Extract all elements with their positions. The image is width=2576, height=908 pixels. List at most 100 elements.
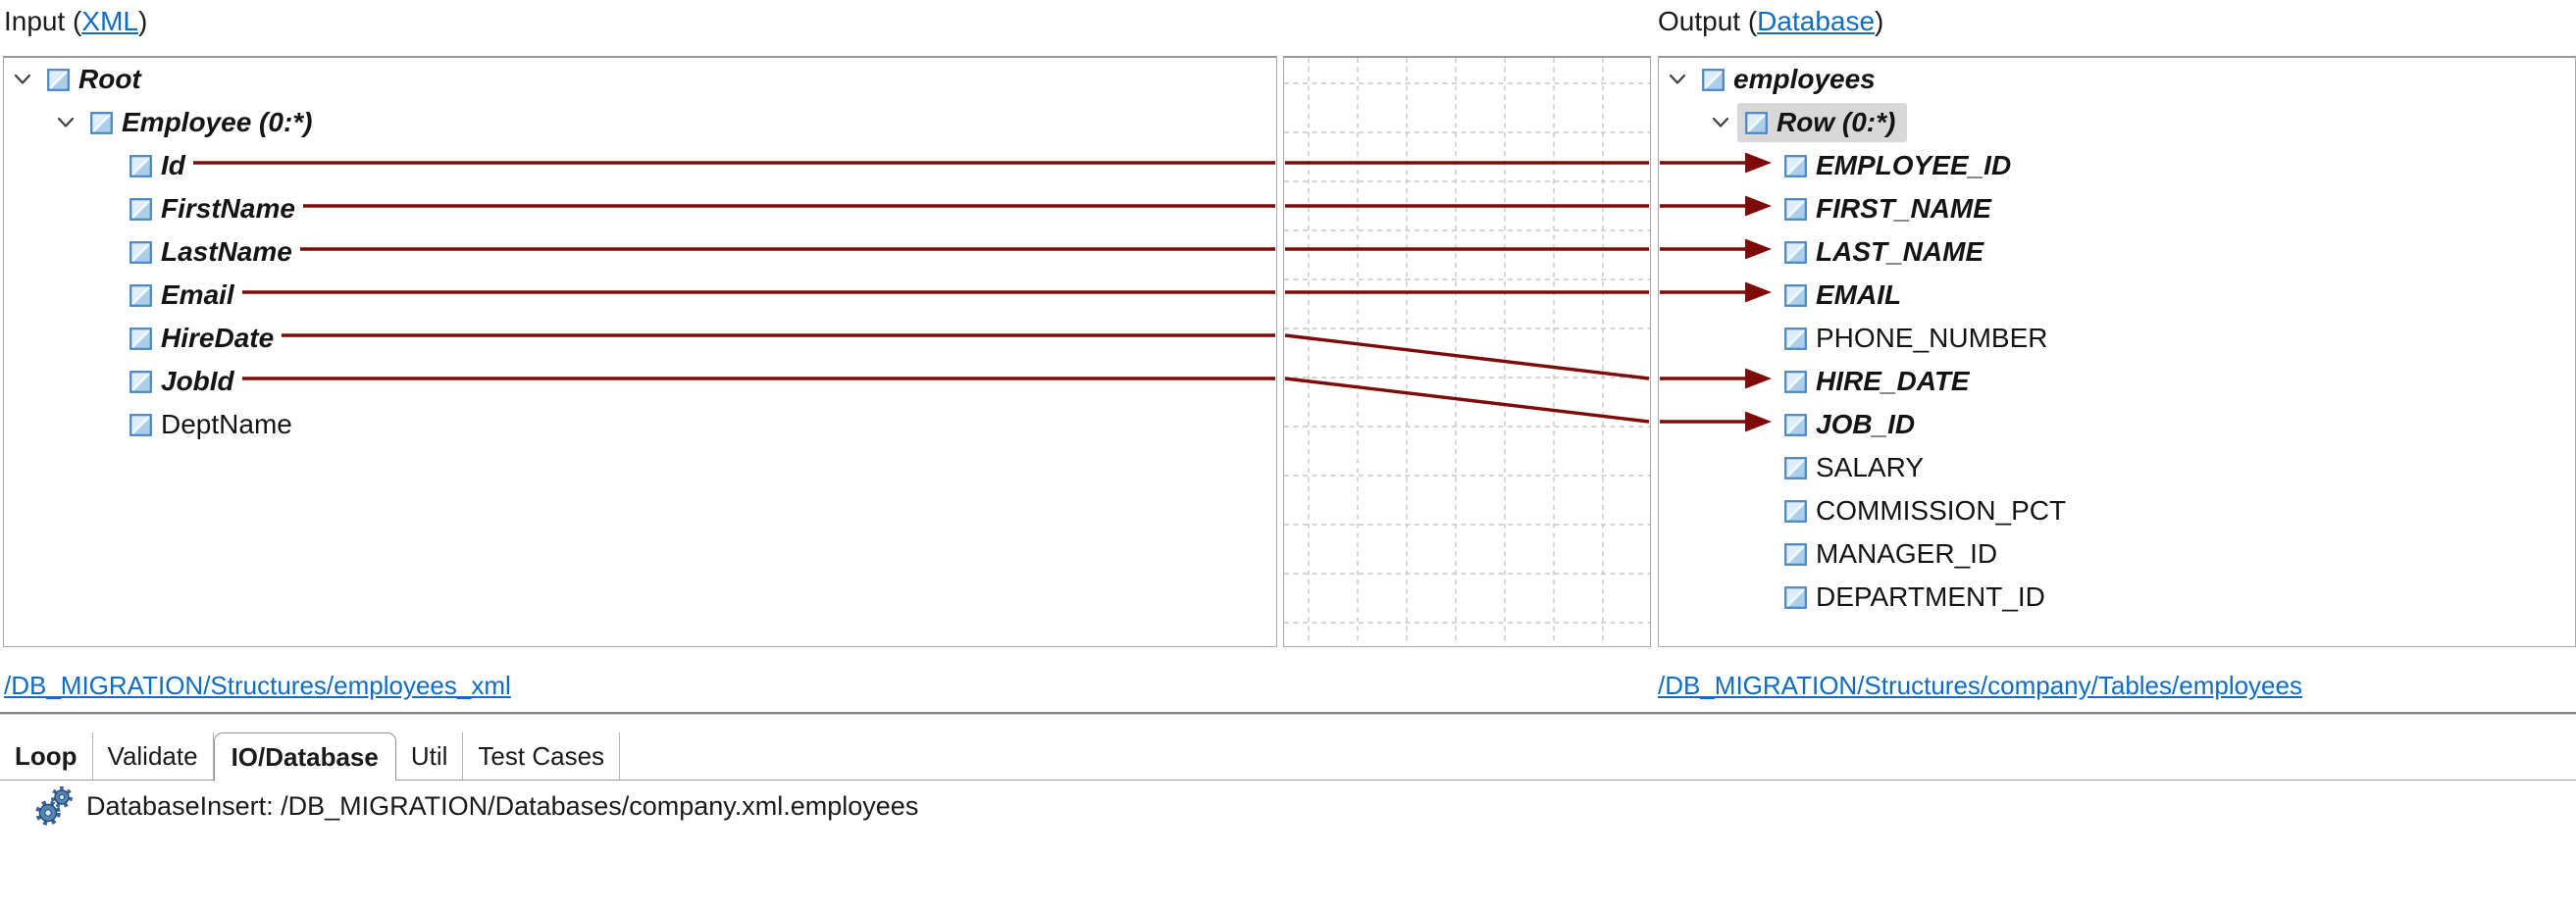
tree-node-content: DeptName [122, 405, 304, 444]
tree-node-label: JobId [161, 366, 234, 396]
tree-node-label: COMMISSION_PCT [1816, 495, 2067, 526]
tree-node-label: Row (0:*) [1777, 107, 1896, 137]
operation-text: DatabaseInsert: /DB_MIGRATION/Databases/… [86, 790, 919, 821]
tab-util[interactable]: Util [395, 732, 464, 780]
tree-node[interactable]: SALARY [1659, 446, 2575, 489]
tree-node[interactable]: Employee (0:*) [4, 101, 1276, 144]
chevron-down-icon[interactable] [1669, 74, 1686, 85]
db-field-icon [1784, 283, 1807, 307]
mapping-grid-panel [1283, 56, 1651, 647]
tree-node[interactable]: PHONE_NUMBER [1659, 317, 2575, 360]
tree-node[interactable]: EMPLOYEE_ID [1659, 144, 2575, 187]
tree-node[interactable]: LAST_NAME [1659, 230, 2575, 274]
tree-node-label: Root [78, 64, 141, 94]
tree-node-content: SALARY [1777, 448, 1935, 487]
tree-node-content: DEPARTMENT_ID [1777, 578, 2057, 617]
xml-node-icon [129, 370, 152, 393]
tab-io-database[interactable]: IO/Database [213, 732, 396, 781]
input-structure-link[interactable]: /DB_MIGRATION/Structures/employees_xml [4, 671, 511, 700]
tab-validate[interactable]: Validate [92, 732, 214, 780]
output-header: Output (Database) [1658, 6, 1883, 37]
xml-node-icon [129, 240, 152, 264]
tree-node[interactable]: Email [4, 274, 1276, 317]
tab-loop[interactable]: Loop [0, 732, 93, 780]
tree-node-label: HireDate [161, 323, 275, 353]
tree-node[interactable]: MANAGER_ID [1659, 532, 2575, 576]
tree-node-content: FIRST_NAME [1777, 189, 2003, 228]
tree-node[interactable]: LastName [4, 230, 1276, 274]
tree-node-content: HireDate [122, 319, 285, 358]
tree-node-content: COMMISSION_PCT [1777, 491, 2078, 530]
chevron-down-icon[interactable] [14, 74, 31, 85]
tree-node-label: DeptName [161, 409, 292, 439]
xml-node-icon [90, 111, 113, 134]
tree-node[interactable]: DEPARTMENT_ID [1659, 576, 2575, 619]
tree-node[interactable]: COMMISSION_PCT [1659, 489, 2575, 532]
tree-node-label: SALARY [1816, 452, 1924, 482]
tree-node[interactable]: employees [1659, 58, 2575, 101]
db-field-icon [1784, 413, 1807, 436]
gears-icon [35, 785, 77, 827]
tree-node[interactable]: HIRE_DATE [1659, 360, 2575, 403]
mapping-grid [1284, 58, 1650, 645]
output-structure-link[interactable]: /DB_MIGRATION/Structures/company/Tables/… [1658, 671, 2302, 700]
tree-node-content: JobId [122, 362, 246, 401]
input-tree-panel: Root Employee (0:*) Id FirstName LastName Ema… [3, 56, 1277, 647]
tree-node-content: PHONE_NUMBER [1777, 319, 2059, 358]
chevron-down-icon[interactable] [1712, 117, 1729, 128]
tree-node-content: EMPLOYEE_ID [1777, 146, 2023, 185]
tree-node[interactable]: DeptName [4, 403, 1276, 446]
output-tree-panel: employees Row (0:*) EMPLOYEE_ID FIRST_NAME L… [1658, 56, 2576, 647]
db-field-icon [1702, 68, 1725, 91]
input-header-suffix: ) [137, 6, 148, 36]
db-field-icon [1784, 456, 1807, 479]
tree-node[interactable]: JOB_ID [1659, 403, 2575, 446]
output-header-suffix: ) [1875, 6, 1884, 36]
tree-node-label: EMPLOYEE_ID [1816, 150, 2012, 180]
db-field-icon [1784, 542, 1807, 566]
operation-row[interactable]: DatabaseInsert: /DB_MIGRATION/Databases/… [35, 784, 918, 828]
tree-node[interactable]: Id [4, 144, 1276, 187]
xml-node-icon [47, 68, 70, 91]
tree-node[interactable]: FirstName [4, 187, 1276, 230]
tree-node-content: FirstName [122, 189, 307, 228]
tree-node-label: Employee (0:*) [122, 107, 313, 137]
tree-node-content: Email [122, 276, 246, 315]
tree-node-label: PHONE_NUMBER [1816, 323, 2048, 353]
tree-node-label: LAST_NAME [1816, 236, 1984, 267]
splitter[interactable] [0, 712, 2576, 715]
tree-node-content: EMAIL [1777, 276, 1913, 315]
input-header: Input (XML) [4, 6, 147, 37]
xml-node-icon [129, 197, 152, 221]
tree-node-content: LAST_NAME [1777, 232, 1995, 272]
db-field-icon [1784, 327, 1807, 350]
db-field-icon [1784, 240, 1807, 264]
tab-test-cases[interactable]: Test Cases [463, 732, 621, 780]
tree-node-label: FIRST_NAME [1816, 193, 1991, 224]
tree-node-content: Employee (0:*) [82, 103, 325, 142]
tree-node-label: FirstName [161, 193, 295, 224]
tree-node-content: Row (0:*) [1737, 103, 1908, 142]
tree-node[interactable]: FIRST_NAME [1659, 187, 2575, 230]
tree-node[interactable]: Root [4, 58, 1276, 101]
input-type-link[interactable]: XML [81, 6, 138, 36]
tree-node[interactable]: JobId [4, 360, 1276, 403]
tree-node[interactable]: Row (0:*) [1659, 101, 2575, 144]
tree-node-content: employees [1694, 60, 1887, 99]
xml-node-icon [129, 283, 152, 307]
tree-node-label: LastName [161, 236, 292, 267]
xml-node-icon [129, 413, 152, 436]
tree-node-content: Root [39, 60, 153, 99]
tree-node-content: LastName [122, 232, 304, 272]
input-header-prefix: Input ( [4, 6, 82, 36]
chevron-down-icon[interactable] [57, 117, 75, 128]
db-field-icon [1784, 499, 1807, 523]
tree-node-label: HIRE_DATE [1816, 366, 1970, 396]
db-field-icon [1784, 154, 1807, 177]
output-header-prefix: Output ( [1658, 6, 1758, 36]
tree-node[interactable]: EMAIL [1659, 274, 2575, 317]
output-type-link[interactable]: Database [1757, 6, 1876, 36]
tree-node[interactable]: HireDate [4, 317, 1276, 360]
tree-node-content: JOB_ID [1777, 405, 1927, 444]
